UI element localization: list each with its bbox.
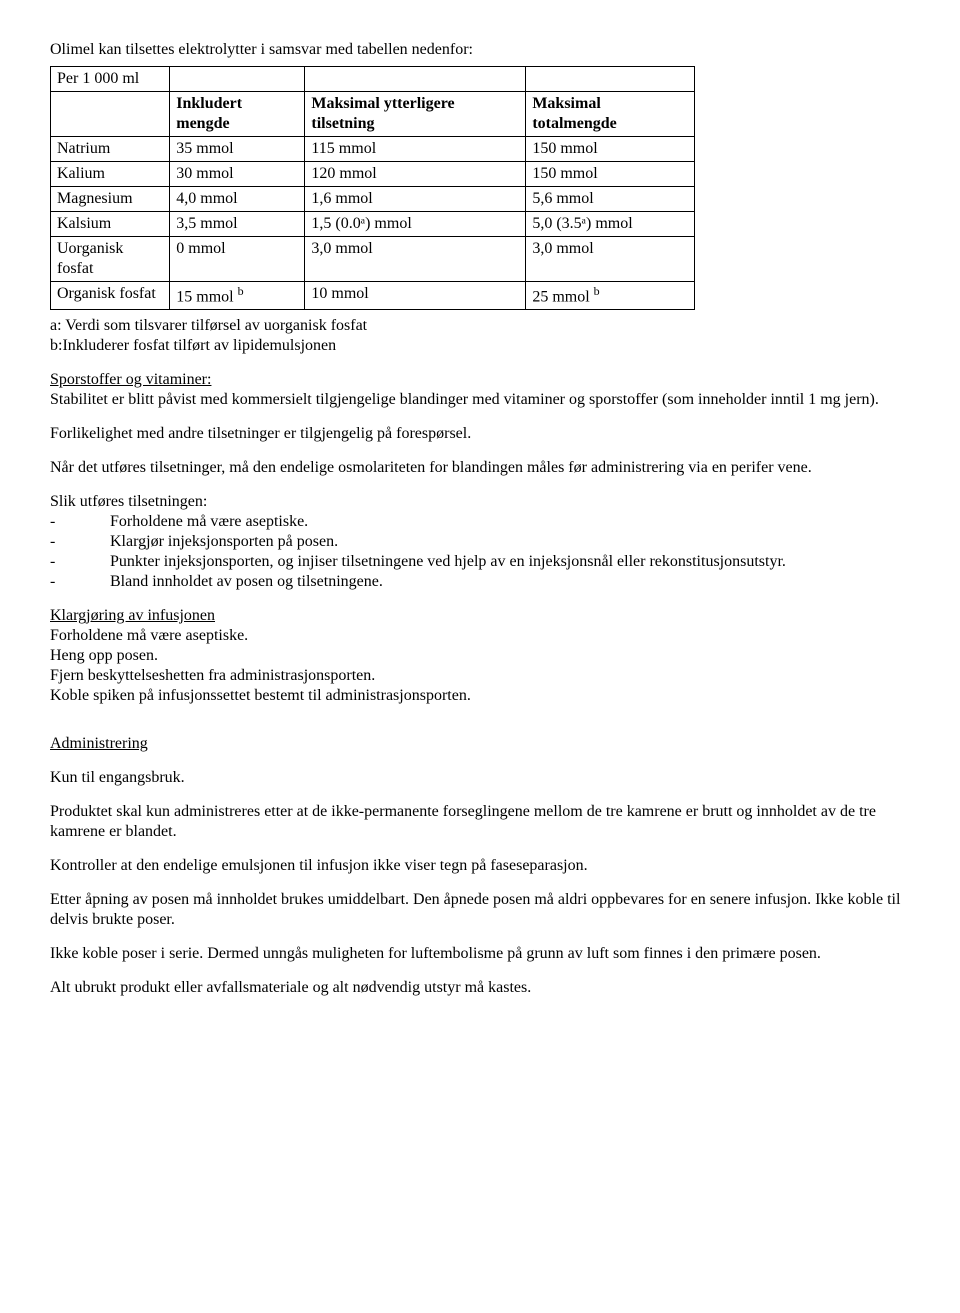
list-item: Bland innholdet av posen og tilsetningen… — [110, 572, 383, 592]
admin-p4: Etter åpning av posen må innholdet bruke… — [50, 890, 910, 930]
slik-heading: Slik utføres tilsetningen: — [50, 492, 910, 512]
electrolyte-table: Per 1 000 ml Inkludert mengde Maksimal y… — [50, 66, 695, 310]
forlike-text: Forlikelighet med andre tilsetninger er … — [50, 424, 910, 444]
admin-p3: Kontroller at den endelige emulsjonen ti… — [50, 856, 910, 876]
footnote-a: a: Verdi som tilsvarer tilførsel av uorg… — [50, 316, 910, 336]
klarg-heading: Klargjøring av infusjonen — [50, 607, 215, 624]
spor-heading: Sporstoffer og vitaminer: — [50, 371, 211, 388]
slik-list: -Forholdene må være aseptiske. -Klargjør… — [50, 512, 910, 592]
table-row: Organisk fosfat 15 mmol b 10 mmol 25 mmo… — [51, 282, 695, 310]
klarg-line: Koble spiken på infusjonssettet bestemt … — [50, 687, 471, 704]
table-row: Natrium35 mmol115 mmol150 mmol — [51, 137, 695, 162]
admin-heading: Administrering — [50, 735, 148, 752]
table-col-2: Maksimal ytterligere tilsetning — [305, 92, 526, 137]
spor-body: Stabilitet er blitt påvist med kommersie… — [50, 391, 879, 408]
admin-p2: Produktet skal kun administreres etter a… — [50, 802, 910, 842]
table-row: Uorganisk fosfat0 mmol3,0 mmol3,0 mmol — [51, 237, 695, 282]
table-col-1: Inkludert mengde — [170, 92, 305, 137]
table-col-0 — [51, 92, 170, 137]
osmo-text: Når det utføres tilsetninger, må den end… — [50, 458, 910, 478]
list-item: Klargjør injeksjonsporten på posen. — [110, 532, 338, 552]
admin-p1: Kun til engangsbruk. — [50, 768, 910, 788]
table-row: Kalsium3,5 mmol1,5 (0.0ᵃ) mmol5,0 (3.5ᵃ)… — [51, 212, 695, 237]
table-header-span: Per 1 000 ml — [51, 67, 170, 92]
footnote-b: b:Inkluderer fosfat tilført av lipidemul… — [50, 336, 910, 356]
list-item: Punkter injeksjonsporten, og injiser til… — [110, 552, 786, 572]
table-row: Kalium30 mmol120 mmol150 mmol — [51, 162, 695, 187]
klarg-line: Fjern beskyttelseshetten fra administras… — [50, 667, 375, 684]
admin-p6: Alt ubrukt produkt eller avfallsmaterial… — [50, 978, 910, 998]
klarg-line: Heng opp posen. — [50, 647, 158, 664]
admin-p5: Ikke koble poser i serie. Dermed unngås … — [50, 944, 910, 964]
intro-text: Olimel kan tilsettes elektrolytter i sam… — [50, 40, 910, 60]
table-col-3: Maksimal totalmengde — [526, 92, 695, 137]
klarg-line: Forholdene må være aseptiske. — [50, 627, 248, 644]
table-row: Magnesium4,0 mmol1,6 mmol5,6 mmol — [51, 187, 695, 212]
list-item: Forholdene må være aseptiske. — [110, 512, 308, 532]
